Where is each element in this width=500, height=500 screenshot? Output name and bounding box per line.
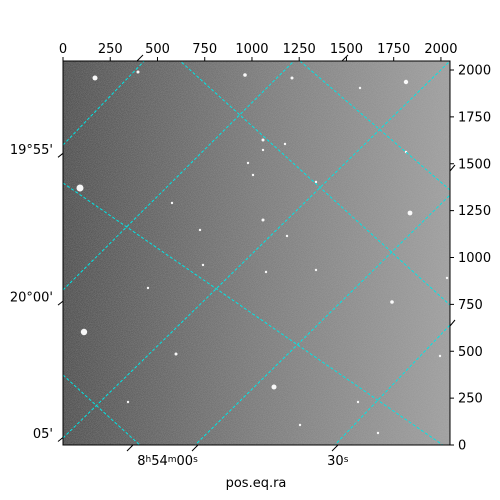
- dec-tick-mark: [57, 152, 64, 158]
- right-tick-label: 250: [458, 392, 483, 407]
- star: [264, 270, 268, 274]
- star: [438, 354, 442, 358]
- grid-line: [63, 61, 295, 291]
- dec-axis-ticks: 19°55' 20°00' 05': [10, 143, 456, 442]
- ra-axis-ticks: 8h54m00s 30s: [126, 54, 349, 469]
- ra-tick-label: 8h54m00s: [137, 454, 198, 469]
- grid-line: [63, 61, 450, 439]
- star: [136, 70, 140, 74]
- star: [445, 276, 449, 280]
- ra-tick-mark: [191, 444, 199, 452]
- star: [92, 75, 98, 81]
- dec-tick-label: 19°55': [10, 143, 53, 158]
- star: [290, 76, 294, 80]
- star: [283, 142, 287, 146]
- top-axis-ticks: 0 250 500 750 1000 1250 1500 1750 2000: [59, 42, 457, 61]
- dec-tick-mark: [449, 319, 456, 327]
- star: [76, 184, 84, 192]
- dec-tick-label: 20°00': [10, 291, 53, 306]
- x-axis-label: pos.eq.ra: [226, 476, 287, 491]
- star: [271, 384, 277, 390]
- star: [198, 228, 202, 232]
- star: [314, 180, 318, 184]
- grid-line: [334, 324, 450, 445]
- star: [261, 138, 265, 142]
- top-tick-label: 500: [145, 42, 170, 57]
- grid-line: [63, 182, 444, 445]
- dec-tick-mark: [449, 164, 456, 172]
- right-tick-label: 1000: [458, 251, 491, 266]
- star: [126, 400, 130, 404]
- star: [285, 234, 289, 238]
- ra-tick-mark: [331, 444, 339, 452]
- star: [170, 201, 174, 205]
- top-tick-label: 1000: [235, 42, 268, 57]
- top-tick-label: 0: [59, 42, 67, 57]
- star: [376, 431, 380, 435]
- right-tick-label: 0: [458, 439, 466, 454]
- dec-tick-mark: [57, 300, 64, 306]
- ra-tick-mark: [126, 444, 134, 452]
- right-tick-label: 750: [458, 298, 483, 313]
- grid-line: [63, 374, 141, 445]
- ra-tick-mark: [136, 54, 144, 62]
- star: [314, 268, 318, 272]
- plot-area: [62, 60, 451, 446]
- plot-frame: [62, 60, 451, 446]
- star: [146, 286, 150, 290]
- right-tick-label: 1500: [458, 157, 491, 172]
- right-tick-label: 2000: [458, 64, 491, 79]
- right-tick-label: 1750: [458, 110, 491, 125]
- sky-noise: [63, 61, 450, 445]
- star: [298, 423, 302, 427]
- star: [261, 218, 265, 222]
- star: [174, 352, 178, 356]
- star: [358, 86, 362, 90]
- grid-line: [63, 61, 145, 146]
- grid-line: [299, 61, 450, 191]
- ra-tick-mark: [341, 54, 349, 62]
- star: [201, 263, 205, 267]
- top-tick-label: 2000: [424, 42, 457, 57]
- star: [356, 400, 360, 404]
- right-axis-ticks: 0 250 500 750 1000 1250 1500 1750 2000: [450, 64, 491, 454]
- dec-tick-mark: [57, 437, 64, 442]
- top-tick-label: 1750: [377, 42, 410, 57]
- right-tick-label: 500: [458, 345, 483, 360]
- coordinate-grid: [63, 61, 450, 445]
- stars-layer: [76, 70, 449, 435]
- grid-line: [194, 194, 450, 445]
- top-tick-label: 1500: [330, 42, 363, 57]
- top-tick-label: 250: [98, 42, 123, 57]
- top-tick-label: 750: [192, 42, 217, 57]
- star: [243, 73, 247, 77]
- star: [261, 148, 265, 152]
- star: [251, 173, 255, 177]
- star: [390, 300, 394, 304]
- right-tick-label: 1250: [458, 204, 491, 219]
- grid-line: [179, 61, 450, 306]
- star: [246, 161, 250, 165]
- top-tick-label: 1250: [283, 42, 316, 57]
- star: [80, 328, 88, 336]
- ra-tick-label: 30s: [327, 454, 349, 469]
- star: [407, 210, 413, 216]
- star: [403, 79, 409, 85]
- dec-tick-label: 05': [33, 427, 53, 442]
